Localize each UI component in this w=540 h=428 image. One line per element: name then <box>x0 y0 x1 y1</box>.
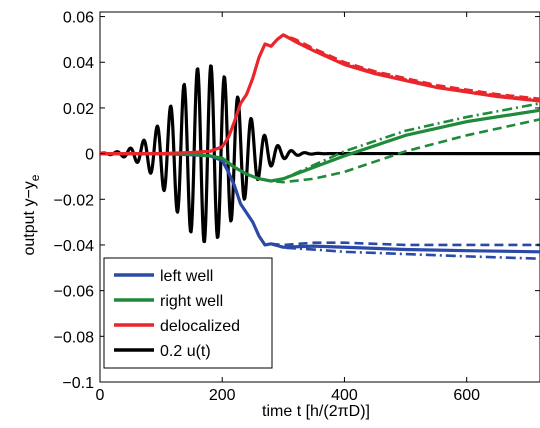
y-tick-label: 0 <box>85 147 94 164</box>
legend-label: 0.2 u(t) <box>160 343 211 360</box>
y-tick-label: 0.02 <box>63 101 94 118</box>
y-tick-label: 0.04 <box>63 55 94 72</box>
y-tick-label: −0.02 <box>54 192 95 209</box>
legend-label: left well <box>160 268 213 285</box>
legend: left well right well delocalized 0.2 u(t) <box>103 257 273 369</box>
series-line-2-solid <box>100 33 540 156</box>
y-tick-label: 0.06 <box>63 10 94 27</box>
series-line-1-solid <box>100 108 540 183</box>
y-tick-label: −0.06 <box>54 284 95 301</box>
y-tick-label: −0.1 <box>62 375 94 392</box>
x-tick-label: 600 <box>453 387 480 404</box>
x-tick-label: 0 <box>96 387 105 404</box>
x-tick-label: 400 <box>331 387 358 404</box>
legend-label: right well <box>160 293 223 310</box>
ticks-group <box>99 12 540 383</box>
x-tick-label: 200 <box>209 387 236 404</box>
series-group <box>100 33 540 260</box>
y-tick-label: −0.08 <box>54 329 95 346</box>
series-line-drive <box>100 64 540 244</box>
tick-labels-group: 0 200 400 600 −0.1 −0.08 −0.06 −0.04 −0.02 0 0.02 0… <box>54 10 481 404</box>
y-tick-label: −0.04 <box>54 238 95 255</box>
series-line-0-dashed <box>100 152 540 247</box>
x-axis-title: time t [h/(2πD)] <box>262 403 370 420</box>
legend-label: delocalized <box>160 318 240 335</box>
series-line-1-dashed <box>100 118 540 184</box>
y-axis-title: output y−ye <box>21 174 42 255</box>
